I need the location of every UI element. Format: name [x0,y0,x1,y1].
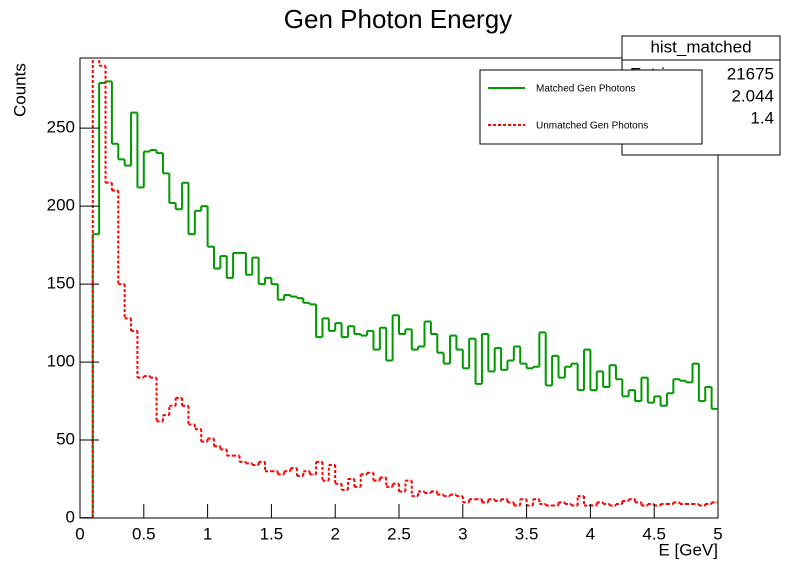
legend-frame [479,69,703,145]
step-riser [91,81,713,518]
stats-value: 2.044 [731,86,774,105]
x-tick-label: 3.5 [515,524,539,543]
step-riser [91,58,713,518]
stats-value: 21675 [727,64,774,83]
x-tick-label: 4.5 [642,524,666,543]
x-tick-label: 0 [75,524,84,543]
x-tick-label: 1 [203,524,212,543]
y-tick-label: 100 [47,352,75,371]
y-tick-label: 0 [66,507,75,526]
x-tick-label: 1.5 [260,524,284,543]
y-tick-label: 200 [47,196,75,215]
x-tick-label: 2.5 [387,524,411,543]
x-tick-label: 3 [458,524,467,543]
y-axis-title: Counts [10,63,29,117]
x-tick-label: 5 [713,524,722,543]
legend-label: Matched Gen Photons [536,84,636,95]
stats-value: 1.4 [750,108,774,127]
x-axis-title: E [GeV] [658,540,718,559]
y-tick-label: 250 [47,118,75,137]
legend: Matched Gen Photons Unmatched Gen Photons [479,69,703,145]
x-tick-label: 0.5 [132,524,156,543]
y-tick-label: 150 [47,274,75,293]
legend-label: Unmatched Gen Photons [536,121,648,132]
chart-title: Gen Photon Energy [284,4,512,34]
histogram [80,58,718,518]
y-tick-label: 50 [56,430,75,449]
stats-title: hist_matched [650,37,751,56]
x-tick-label: 2 [330,524,339,543]
x-tick-label: 4 [586,524,595,543]
